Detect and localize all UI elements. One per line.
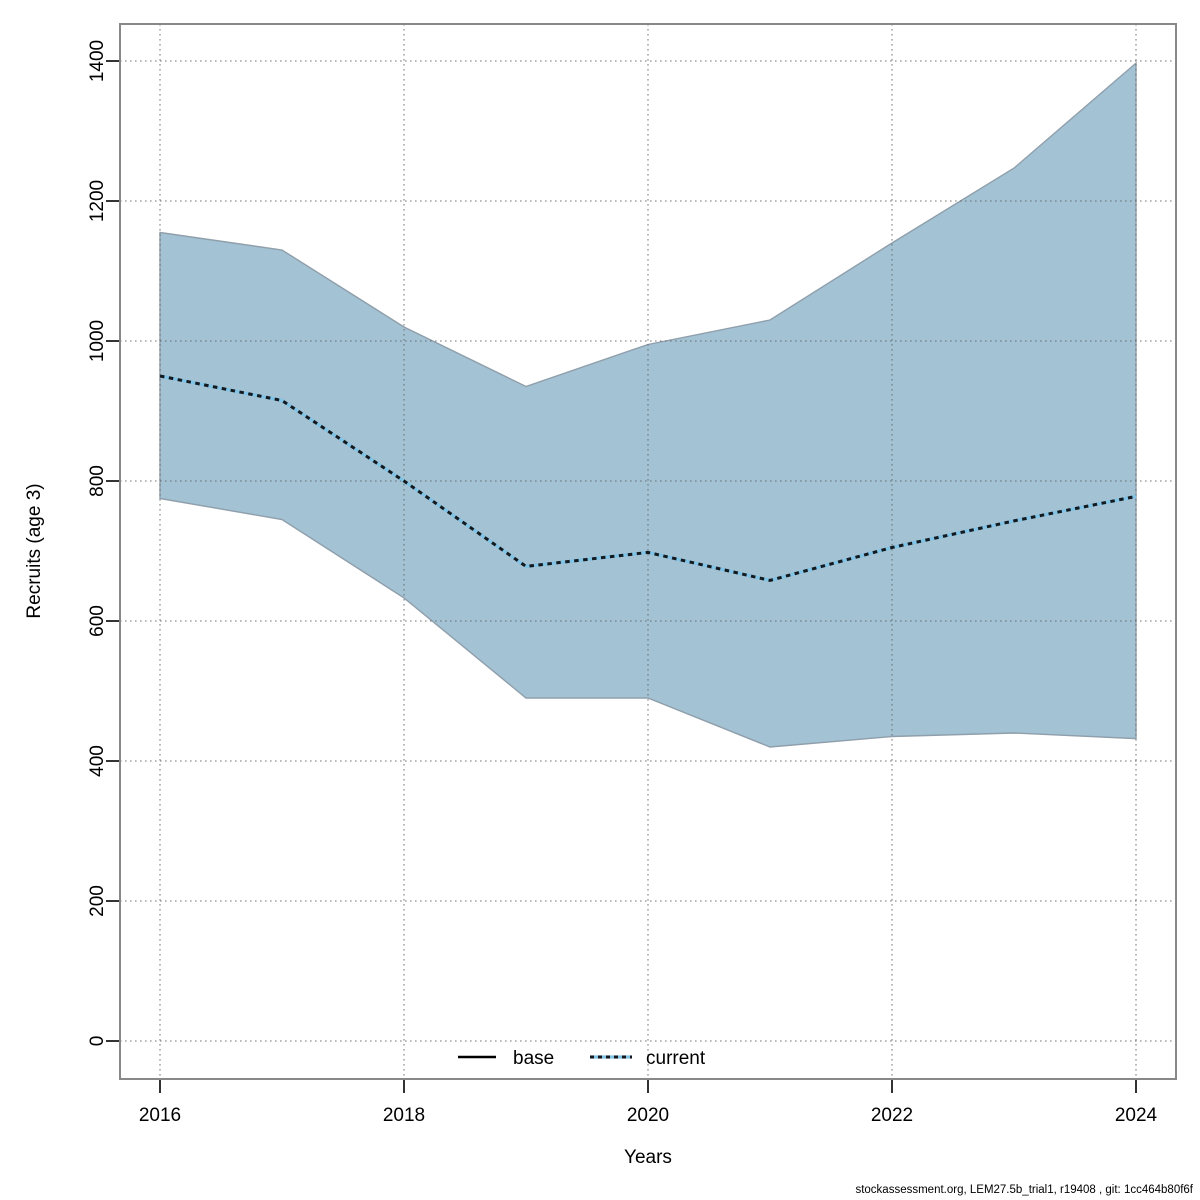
y-tick-label-800: 800 bbox=[87, 465, 108, 497]
axis-tick-labels-layer: 0 200 400 600 800 1000 1200 1400 2016 2018 2020 202… bbox=[87, 40, 1158, 1126]
footer-citation: stockassessment.org, LEM27.5b_trial1, r1… bbox=[855, 1184, 1193, 1196]
legend-current-label: current bbox=[646, 1048, 706, 1069]
y-tick-label-1200: 1200 bbox=[87, 180, 108, 222]
current-line-layer bbox=[159, 374, 1137, 583]
x-tick-label-2020: 2020 bbox=[627, 1105, 669, 1126]
x-tick-label-2024: 2024 bbox=[1115, 1105, 1158, 1126]
x-tick-label-2016: 2016 bbox=[139, 1105, 181, 1126]
y-tick-label-0: 0 bbox=[87, 1036, 108, 1047]
plot-border bbox=[119, 23, 1177, 1080]
y-tick-label-600: 600 bbox=[87, 605, 108, 637]
current-line bbox=[159, 374, 1137, 582]
gridlines-layer bbox=[120, 24, 1176, 1079]
legend: base current bbox=[458, 1048, 706, 1069]
y-tick-label-1400: 1400 bbox=[87, 40, 108, 82]
y-tick-label-200: 200 bbox=[87, 885, 108, 917]
y-tick-label-400: 400 bbox=[87, 745, 108, 777]
x-axis-title: Years bbox=[624, 1147, 672, 1168]
axis-ticks-layer bbox=[106, 60, 1137, 1093]
legend-base-label: base bbox=[513, 1048, 554, 1069]
x-tick-label-2018: 2018 bbox=[383, 1105, 425, 1126]
x-tick-label-2022: 2022 bbox=[871, 1105, 913, 1126]
y-axis-title: Recruits (age 3) bbox=[24, 483, 45, 618]
y-tick-label-1000: 1000 bbox=[87, 320, 108, 362]
